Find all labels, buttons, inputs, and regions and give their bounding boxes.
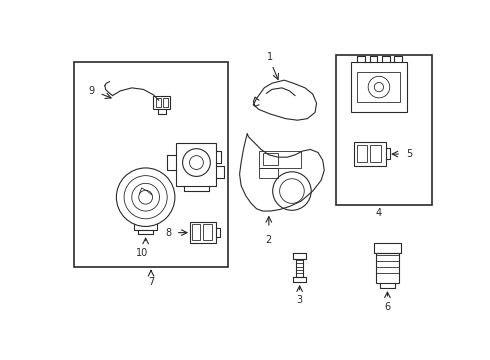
Text: 7: 7 <box>148 277 154 287</box>
Bar <box>376 253 399 283</box>
Bar <box>156 98 161 107</box>
Bar <box>373 243 401 253</box>
Bar <box>336 55 432 205</box>
Text: 9: 9 <box>89 86 95 96</box>
Bar <box>163 98 168 107</box>
Bar <box>192 224 200 239</box>
Text: 6: 6 <box>384 302 391 311</box>
Text: 2: 2 <box>266 235 272 244</box>
Bar <box>190 222 217 243</box>
Bar <box>263 153 278 165</box>
Bar <box>357 72 400 103</box>
Bar <box>74 62 228 266</box>
Bar <box>176 143 217 186</box>
Bar <box>357 145 368 162</box>
Bar <box>351 62 407 112</box>
Text: 1: 1 <box>268 52 273 62</box>
Text: 8: 8 <box>165 228 171 238</box>
Text: 10: 10 <box>136 248 148 258</box>
Text: 5: 5 <box>406 149 412 159</box>
Bar <box>354 142 386 166</box>
Bar <box>203 224 212 239</box>
Bar <box>153 95 171 109</box>
Text: 4: 4 <box>375 208 381 217</box>
Text: 3: 3 <box>296 295 303 305</box>
Bar <box>259 151 301 168</box>
Bar <box>370 145 381 162</box>
